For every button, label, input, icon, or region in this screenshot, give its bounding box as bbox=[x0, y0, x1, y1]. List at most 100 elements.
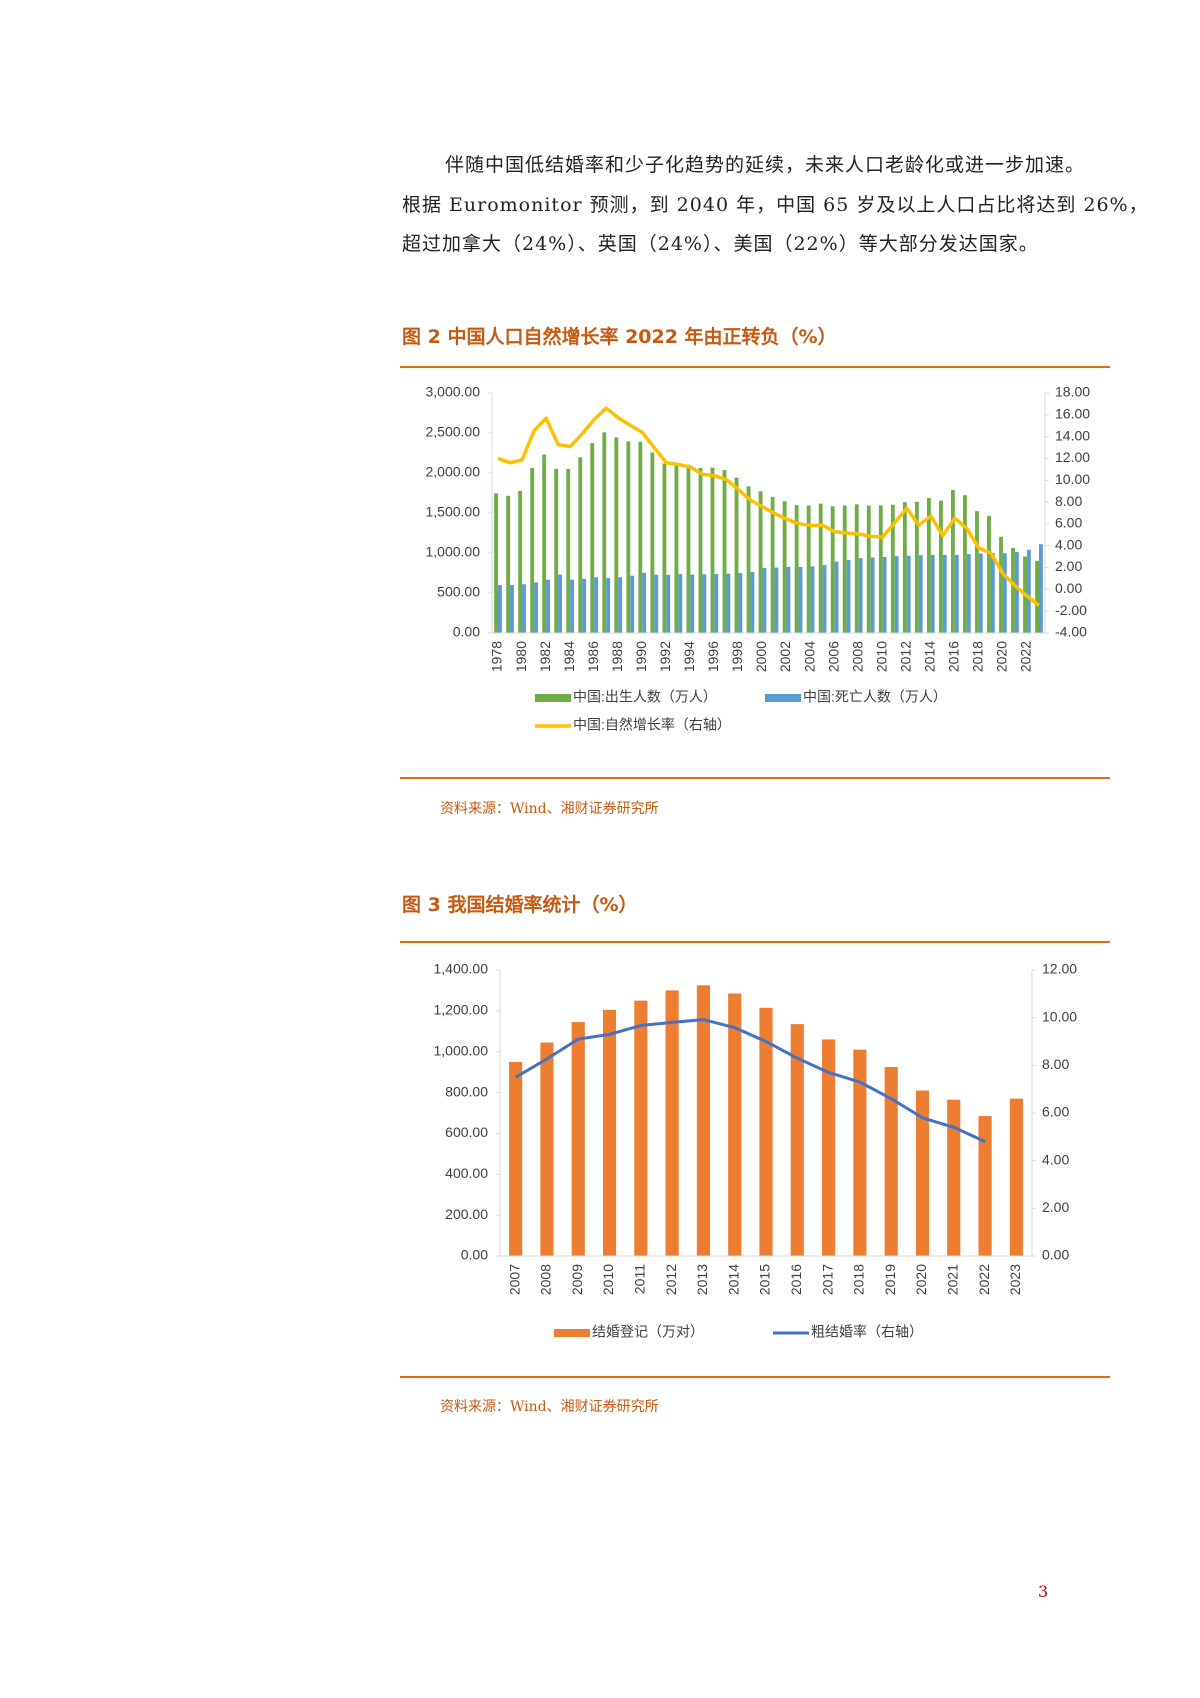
bar bbox=[690, 574, 695, 633]
bar bbox=[618, 577, 623, 633]
bar bbox=[746, 486, 751, 633]
bar bbox=[558, 574, 562, 633]
legend-swatch bbox=[554, 1329, 590, 1337]
x-tick-label: 1994 bbox=[681, 641, 697, 672]
bar bbox=[606, 578, 611, 633]
x-tick-label: 2006 bbox=[825, 641, 841, 672]
bar bbox=[975, 511, 979, 633]
bar bbox=[1035, 560, 1039, 633]
y2-tick-label: 16.00 bbox=[1055, 406, 1090, 422]
y2-tick-label: 6.00 bbox=[1042, 1104, 1069, 1120]
x-tick-label: 2004 bbox=[801, 641, 817, 672]
source: 资料来源：Wind、湘财证券研究所 bbox=[440, 1399, 659, 1415]
x-tick-label: 2023 bbox=[1007, 1264, 1023, 1295]
bar bbox=[665, 990, 679, 1256]
bar bbox=[1014, 551, 1019, 633]
bar bbox=[810, 566, 815, 633]
x-tick-label: 2017 bbox=[819, 1264, 835, 1295]
bar bbox=[698, 467, 703, 633]
x-tick-label: 2018 bbox=[970, 641, 986, 672]
x-tick-label: 1984 bbox=[561, 641, 577, 672]
bar bbox=[614, 437, 619, 633]
chart: 0.00 500.00 1,000.00 1,500.00 2,000.00 2,500.… bbox=[426, 384, 1091, 733]
y-tick-label: 800.00 bbox=[445, 1083, 488, 1099]
bar bbox=[818, 503, 823, 633]
bar bbox=[650, 452, 655, 633]
bar bbox=[894, 556, 899, 633]
y-tick-label: 1,500.00 bbox=[426, 504, 481, 520]
x-tick-label: 1998 bbox=[729, 641, 745, 672]
bar bbox=[806, 505, 811, 633]
bar bbox=[510, 584, 514, 633]
x-tick-label: 2012 bbox=[663, 1264, 679, 1295]
x-tick-label: 1978 bbox=[489, 641, 505, 672]
legend-label: 中国:死亡人数（万人） bbox=[803, 689, 947, 705]
bar bbox=[926, 498, 931, 633]
y2-tick-label: 10.00 bbox=[1042, 1008, 1077, 1024]
bar bbox=[794, 505, 799, 633]
bar bbox=[1009, 1098, 1023, 1256]
bar bbox=[728, 993, 742, 1256]
bar bbox=[686, 464, 691, 633]
bar bbox=[506, 495, 511, 633]
bar bbox=[758, 491, 763, 633]
bar bbox=[734, 477, 739, 633]
x-tick-label: 2008 bbox=[849, 641, 865, 672]
bar bbox=[914, 501, 919, 633]
legend-label: 结婚登记（万对） bbox=[592, 1324, 704, 1340]
bar bbox=[884, 1067, 898, 1256]
y2-tick-label: 14.00 bbox=[1055, 427, 1090, 443]
bar bbox=[798, 567, 803, 633]
bar bbox=[854, 504, 859, 633]
y-tick-label: 1,000.00 bbox=[426, 544, 481, 560]
bar bbox=[696, 985, 710, 1256]
y-tick-label: 2,500.00 bbox=[426, 424, 481, 440]
y-tick-label: 400.00 bbox=[445, 1165, 488, 1181]
y2-tick-label: 8.00 bbox=[1055, 493, 1082, 509]
y-tick-label: 0.00 bbox=[453, 624, 480, 640]
bar bbox=[890, 504, 895, 633]
x-tick-label: 2000 bbox=[753, 641, 769, 672]
x-tick-label: 2010 bbox=[873, 641, 889, 672]
bar bbox=[830, 506, 835, 633]
paragraph-line: 伴随中国低结婚率和少子化趋势的延续，未来人口老龄化或进一步加速。 bbox=[445, 154, 1086, 176]
bar bbox=[678, 574, 683, 633]
x-tick-label: 2022 bbox=[1018, 641, 1034, 672]
rule bbox=[400, 941, 1110, 943]
figure-title: 图 3 我国结婚率统计（%） bbox=[402, 894, 638, 916]
bar bbox=[540, 1042, 554, 1256]
bar bbox=[846, 559, 851, 633]
x-tick-label: 2020 bbox=[913, 1264, 929, 1295]
bar bbox=[1002, 553, 1007, 633]
bar bbox=[774, 567, 779, 633]
paragraph-line: 根据 Euromonitor 预测，到 2040 年，中国 65 岁及以上人口占… bbox=[402, 194, 1149, 216]
y-tick-label: 500.00 bbox=[437, 584, 480, 600]
page-number: 3 bbox=[1038, 1582, 1049, 1601]
bar bbox=[1038, 544, 1043, 633]
x-tick-label: 1990 bbox=[633, 641, 649, 672]
bar bbox=[822, 565, 827, 633]
bar bbox=[602, 1009, 617, 1256]
bar bbox=[915, 1090, 930, 1256]
y2-tick-label: 2.00 bbox=[1042, 1199, 1069, 1215]
bar bbox=[1026, 549, 1031, 633]
bar bbox=[947, 1099, 961, 1256]
y2-tick-label: 12.00 bbox=[1042, 961, 1077, 977]
y2-tick-label: 12.00 bbox=[1055, 449, 1090, 465]
bar bbox=[626, 441, 631, 633]
bar bbox=[571, 1022, 585, 1256]
bar bbox=[530, 467, 535, 633]
bar bbox=[710, 467, 715, 633]
bar bbox=[842, 505, 847, 633]
bar bbox=[726, 573, 731, 633]
figure-title: 图 2 中国人口自然增长率 2022 年由正转负（%） bbox=[402, 326, 837, 348]
bar bbox=[759, 1007, 773, 1256]
x-tick-label: 1988 bbox=[609, 641, 625, 672]
bar bbox=[542, 454, 547, 633]
bar bbox=[546, 579, 550, 633]
x-tick-label: 2008 bbox=[538, 1264, 554, 1295]
bar bbox=[954, 554, 959, 633]
bar bbox=[702, 574, 707, 633]
y-tick-label: 1,000.00 bbox=[434, 1042, 489, 1058]
